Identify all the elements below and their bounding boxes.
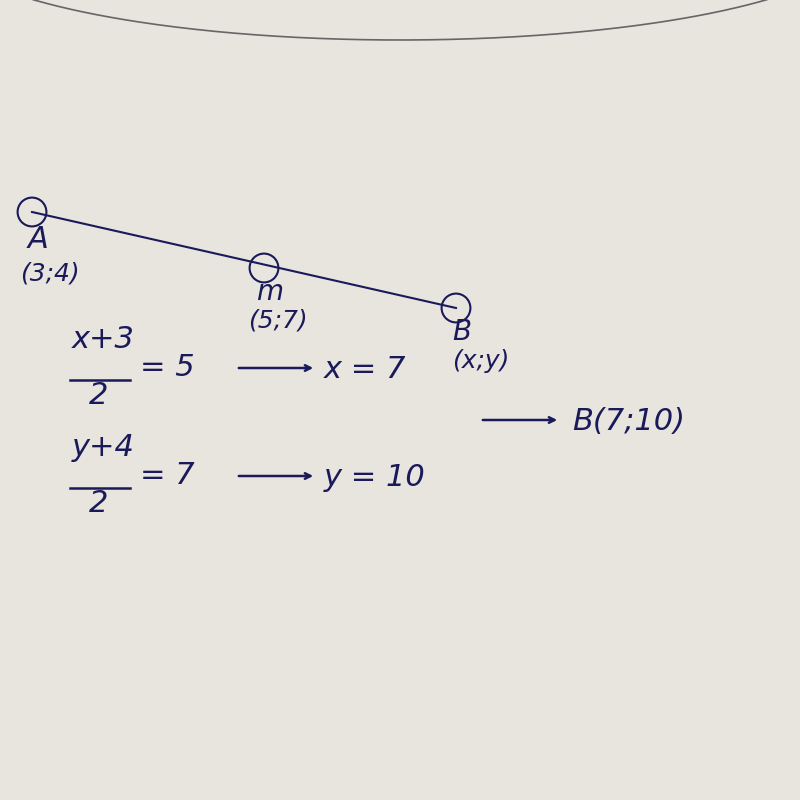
- Text: A: A: [28, 225, 49, 254]
- Text: 2: 2: [89, 381, 108, 410]
- Text: 2: 2: [89, 489, 108, 518]
- Text: (x;y): (x;y): [452, 349, 510, 373]
- Text: (5;7): (5;7): [248, 309, 308, 333]
- Text: m: m: [256, 278, 283, 306]
- Text: B: B: [452, 318, 471, 346]
- Text: x+3: x+3: [72, 325, 135, 354]
- Text: = 7: = 7: [140, 461, 194, 490]
- Text: y = 10: y = 10: [324, 463, 426, 492]
- Text: (3;4): (3;4): [20, 261, 80, 285]
- Text: = 5: = 5: [140, 353, 194, 382]
- Text: B(7;10): B(7;10): [572, 407, 685, 437]
- Text: x = 7: x = 7: [324, 355, 406, 384]
- Text: y+4: y+4: [72, 433, 135, 462]
